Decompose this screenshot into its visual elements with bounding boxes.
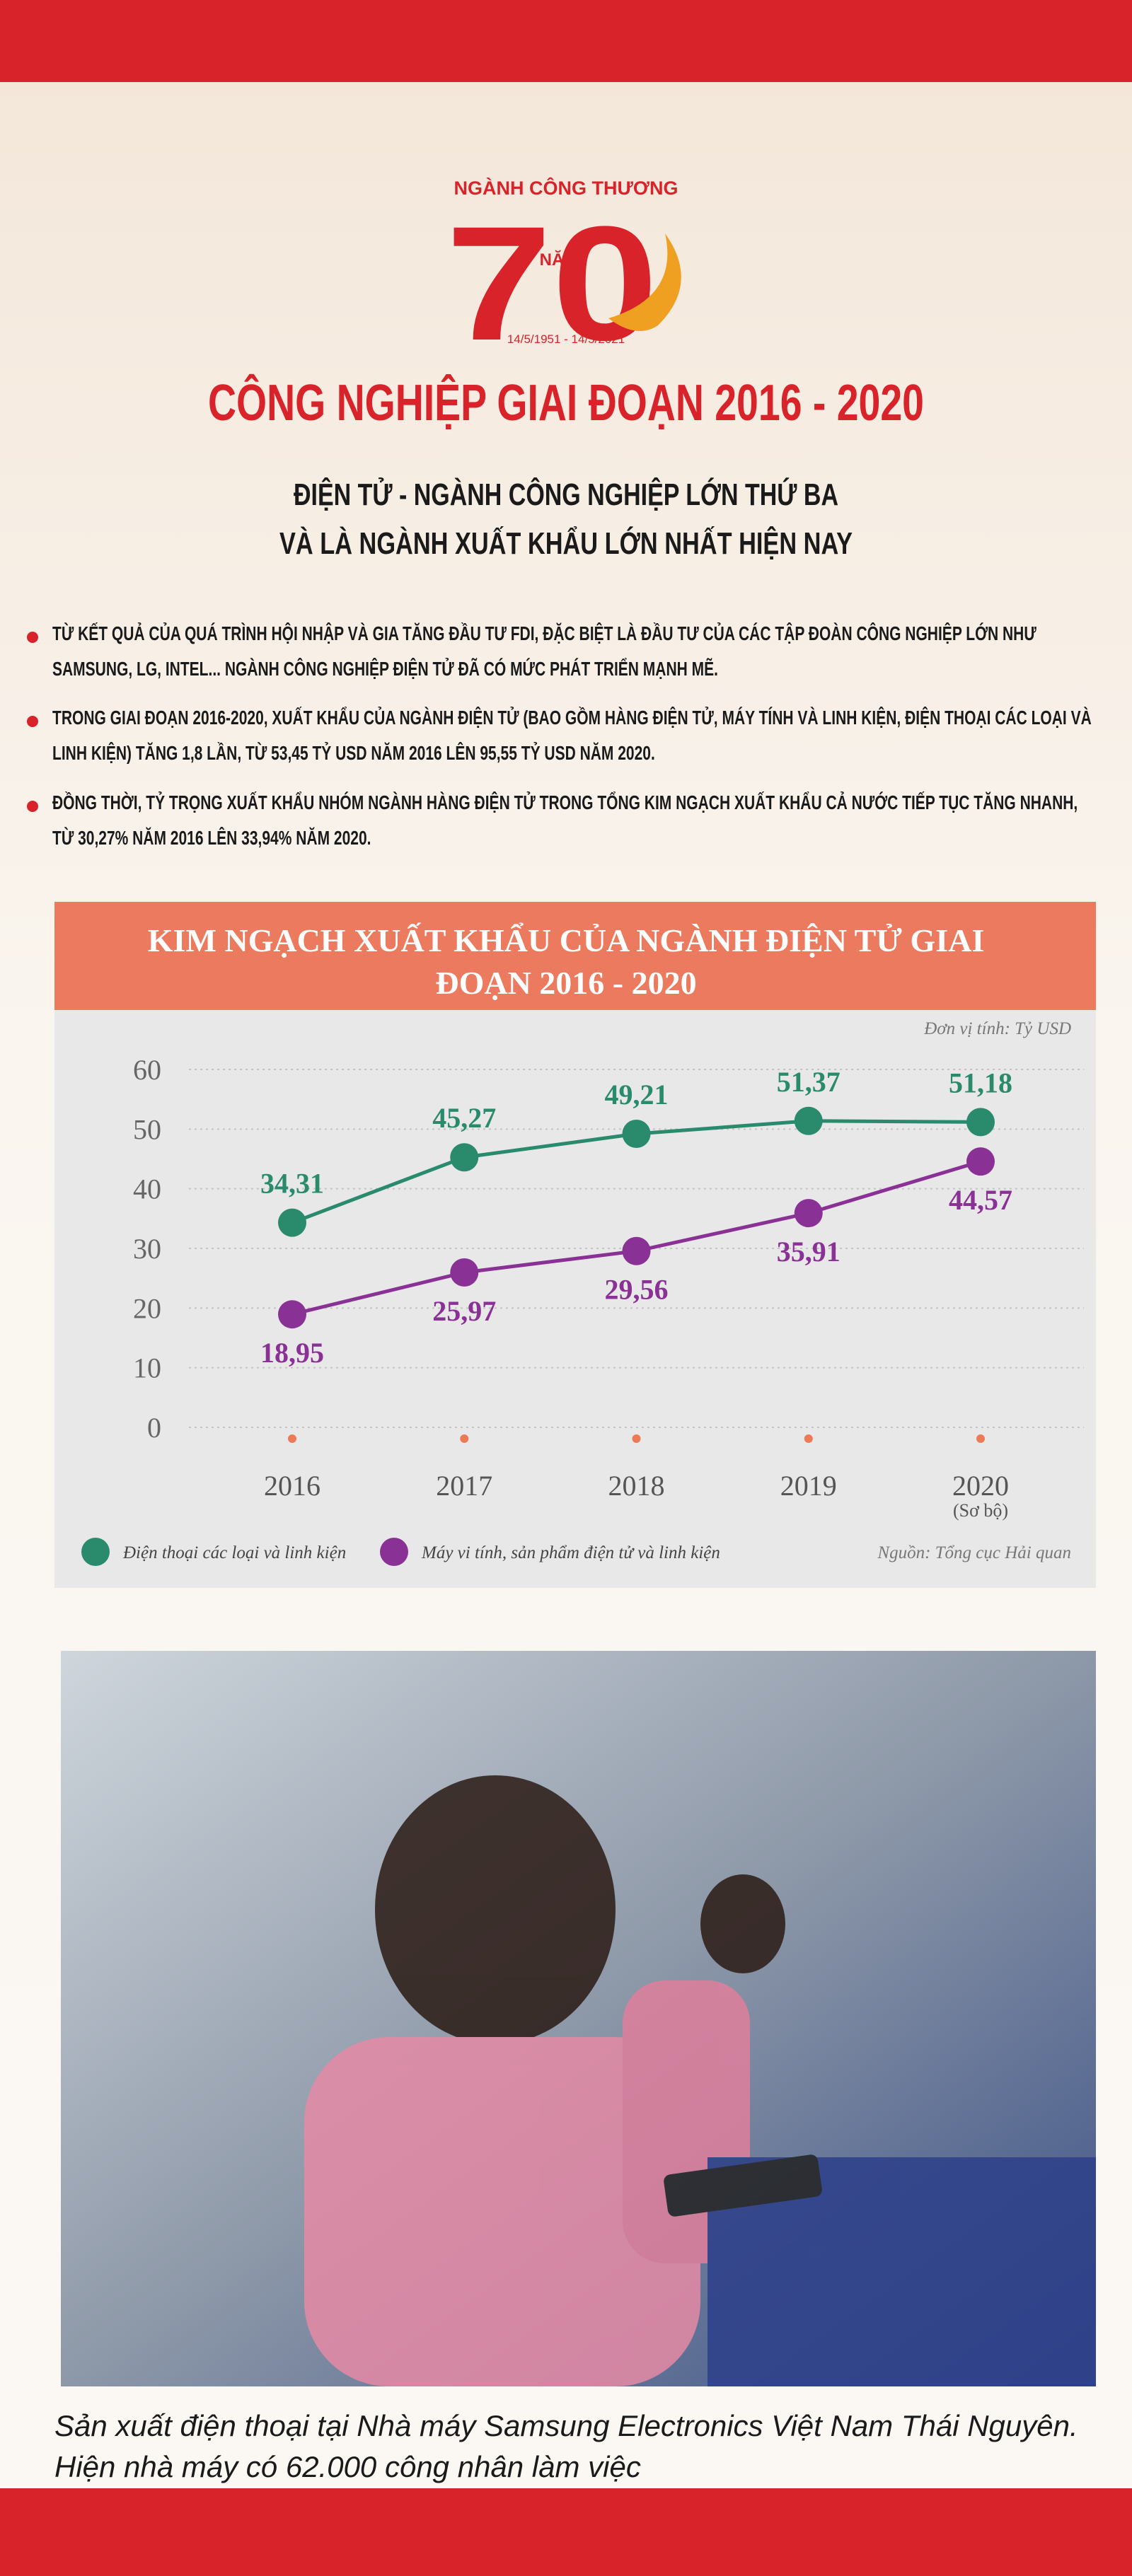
main-title: CÔNG NGHIỆP GIAI ĐOẠN 2016 - 2020 bbox=[208, 374, 924, 431]
point bbox=[794, 1199, 823, 1228]
point bbox=[278, 1208, 306, 1237]
y-tick-label: 60 bbox=[133, 1054, 161, 1086]
point bbox=[966, 1108, 995, 1137]
value-label: 49,21 bbox=[605, 1079, 669, 1110]
chart-body bbox=[54, 1010, 1096, 1588]
value-label: 18,95 bbox=[260, 1337, 324, 1369]
value-label: 51,18 bbox=[949, 1067, 1012, 1098]
bullet-dot bbox=[27, 632, 38, 643]
photo-detail bbox=[304, 1775, 1096, 2386]
bottom-bar bbox=[0, 2488, 1132, 2576]
subtitle: ĐIỆN TỬ - NGÀNH CÔNG NGHIỆP LỚN THỨ BA bbox=[294, 476, 838, 512]
x-tick-dot bbox=[632, 1434, 641, 1443]
y-tick-label: 40 bbox=[133, 1173, 161, 1205]
bullet: TRONG GIAI ĐOẠN 2016-2020, XUẤT KHẨU CỦA… bbox=[52, 707, 1092, 764]
value-label: 44,57 bbox=[949, 1184, 1012, 1216]
legend-swatch bbox=[81, 1538, 110, 1566]
logo-flame bbox=[608, 233, 681, 331]
y-tick-label: 50 bbox=[133, 1113, 161, 1145]
x-tick-label: 2019 bbox=[780, 1470, 837, 1502]
point bbox=[278, 1300, 306, 1329]
x-tick-label: 2020 bbox=[952, 1470, 1009, 1502]
value-label: 29,56 bbox=[605, 1274, 669, 1306]
top-bar bbox=[0, 0, 1132, 82]
point bbox=[622, 1119, 651, 1148]
legend-label: Máy vi tính, sản phẩm điện tử và linh ki… bbox=[421, 1543, 720, 1562]
logo: NGÀNH CÔNG THƯƠNG 70 NĂM 14/5/1951 - 14/… bbox=[446, 177, 681, 374]
value-label: 35,91 bbox=[777, 1236, 841, 1267]
point bbox=[794, 1106, 823, 1135]
logo-unit: NĂM bbox=[540, 250, 579, 269]
point bbox=[622, 1236, 651, 1265]
value-label: 51,37 bbox=[777, 1066, 841, 1098]
point bbox=[450, 1258, 479, 1287]
chart-header bbox=[54, 902, 1096, 1010]
unit-label: Đơn vị tính: Tỷ USD bbox=[923, 1019, 1071, 1038]
caption: Sản xuất điện thoại tại Nhà máy Samsung … bbox=[54, 2409, 1078, 2442]
x-tick-dot bbox=[288, 1434, 296, 1443]
bullet: TỪ KẾT QUẢ CỦA QUÁ TRÌNH HỘI NHẬP VÀ GIA… bbox=[52, 622, 1036, 680]
value-label: 45,27 bbox=[432, 1102, 496, 1134]
legend-swatch bbox=[380, 1538, 408, 1566]
chart: Đơn vị tính: Tỷ USD 0 10 20 30 40 50 60 2016 2017… bbox=[81, 1019, 1084, 1566]
x-tick-dot bbox=[460, 1434, 469, 1443]
x-tick-dot bbox=[976, 1434, 985, 1443]
subtitle: VÀ LÀ NGÀNH XUẤT KHẨU LỚN NHẤT HIỆN NAY bbox=[279, 525, 853, 561]
legend-label: Điện thoại các loại và linh kiện bbox=[122, 1543, 346, 1562]
value-label: 25,97 bbox=[432, 1295, 496, 1327]
chart-title: KIM NGẠCH XUẤT KHẨU CỦA NGÀNH ĐIỆN TỬ GI… bbox=[147, 922, 985, 1001]
y-tick-label: 30 bbox=[133, 1233, 161, 1265]
logo-top: NGÀNH CÔNG THƯƠNG bbox=[454, 177, 678, 199]
point bbox=[966, 1147, 995, 1176]
y-tick-label: 10 bbox=[133, 1352, 161, 1384]
x-tick-dot bbox=[804, 1434, 813, 1443]
logo-dates: 14/5/1951 - 14/5/2021 bbox=[507, 332, 625, 346]
y-tick-label: 0 bbox=[147, 1412, 161, 1444]
x-tick-label: 2017 bbox=[436, 1470, 492, 1502]
bullet: ĐỒNG THỜI, TỶ TRỌNG XUẤT KHẨU NHÓM NGÀNH… bbox=[52, 791, 1078, 849]
x-annotation: (Sơ bộ) bbox=[953, 1500, 1008, 1521]
point bbox=[450, 1143, 479, 1172]
value-label: 34,31 bbox=[260, 1168, 324, 1200]
source: Nguồn: Tổng cục Hải quan bbox=[877, 1543, 1071, 1562]
x-tick-label: 2016 bbox=[264, 1470, 320, 1502]
x-tick-label: 2018 bbox=[608, 1470, 665, 1502]
y-tick-label: 20 bbox=[133, 1292, 161, 1324]
logo-number: 70 bbox=[446, 192, 658, 374]
bullet-dot bbox=[27, 716, 38, 727]
caption: Hiện nhà máy có 62.000 công nhân làm việ… bbox=[54, 2450, 641, 2483]
bullet-dot bbox=[27, 801, 38, 812]
